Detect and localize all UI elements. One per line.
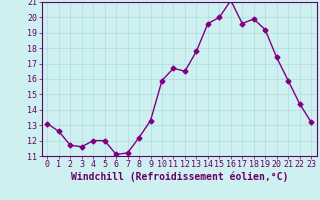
X-axis label: Windchill (Refroidissement éolien,°C): Windchill (Refroidissement éolien,°C) (70, 172, 288, 182)
